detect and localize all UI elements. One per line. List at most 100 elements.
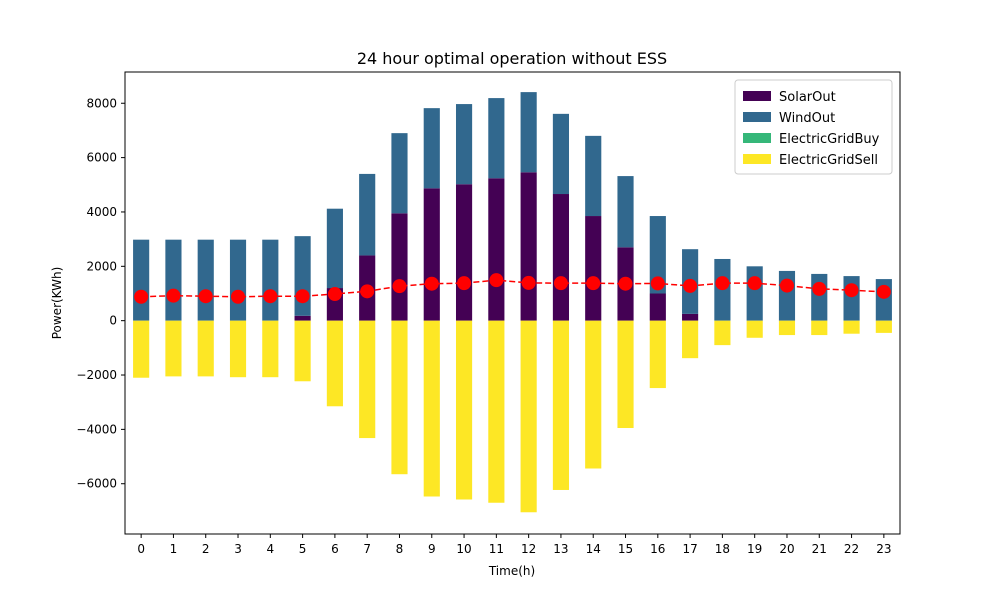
- bar-electricgridsell-19: [746, 320, 763, 338]
- bar-solarout-13: [552, 194, 570, 321]
- load-point-1: [166, 288, 181, 303]
- bar-solarout-14: [585, 216, 602, 321]
- load-point-19: [747, 276, 762, 291]
- bar-windout-4: [262, 239, 279, 321]
- load-point-21: [812, 281, 827, 296]
- bar-windout-20: [778, 270, 796, 321]
- legend-label-electricgridsell: ElectricGridSell: [779, 153, 878, 168]
- bar-electricgridsell-21: [811, 320, 828, 336]
- bar-solarout-5: [294, 315, 311, 321]
- bar-electricgridsell-13: [552, 320, 570, 490]
- bar-windout-21: [811, 273, 828, 321]
- bar-electricgridsell-3: [229, 320, 247, 378]
- x-tick-label: 19: [747, 542, 762, 556]
- load-point-13: [553, 276, 568, 291]
- load-point-16: [650, 276, 665, 291]
- x-tick-label: 18: [715, 542, 730, 556]
- bar-windout-7: [359, 173, 376, 256]
- load-line: [141, 279, 884, 298]
- load-point-2: [198, 289, 213, 304]
- y-tick-label: 2000: [86, 259, 117, 273]
- load-point-4: [263, 289, 278, 304]
- x-tick-label: 1: [170, 542, 178, 556]
- x-tick-label: 15: [618, 542, 633, 556]
- load-point-6: [327, 287, 342, 302]
- load-point-3: [231, 289, 246, 304]
- plot-frame: [124, 71, 901, 535]
- legend-box: [734, 79, 893, 175]
- legend-swatch-electricgridsell: [743, 154, 771, 164]
- y-tick-label: 8000: [86, 96, 117, 110]
- x-tick-label: 17: [682, 542, 697, 556]
- x-tick-label: 12: [521, 542, 536, 556]
- bar-solarout-11: [488, 178, 505, 321]
- bar-windout-10: [455, 104, 473, 185]
- bar-electricgridsell-7: [359, 320, 376, 439]
- load-point-17: [683, 278, 698, 293]
- legend: SolarOut WindOut ElectricGridBuy ElectricGr…: [734, 79, 893, 175]
- bar-windout-12: [520, 92, 537, 173]
- load-line-group: [134, 273, 891, 304]
- bar-windout-8: [391, 133, 408, 214]
- bar-electricgridsell-17: [682, 320, 699, 359]
- load-point-20: [779, 278, 794, 293]
- x-tick-label: 20: [779, 542, 794, 556]
- bar-electricgridsell-2: [197, 320, 214, 377]
- bar-electricgridsell-8: [391, 320, 408, 475]
- bar-windout-16: [649, 216, 666, 294]
- x-tick-label: 2: [202, 542, 210, 556]
- y-tick-label: 6000: [86, 151, 117, 165]
- x-tick-label: 0: [137, 542, 145, 556]
- load-point-12: [521, 275, 536, 290]
- chart-title: 24 hour optimal operation without ESS: [357, 49, 667, 68]
- bar-electricgridsell-22: [843, 320, 860, 334]
- bar-electricgridsell-14: [585, 320, 602, 469]
- bar-solarout-9: [423, 188, 440, 321]
- bar-solarout-12: [520, 172, 537, 321]
- bar-windout-15: [617, 176, 634, 248]
- x-tick-label: 23: [876, 542, 891, 556]
- x-tick-label: 6: [331, 542, 339, 556]
- x-tick-label: 14: [586, 542, 601, 556]
- x-tick-label: 8: [396, 542, 404, 556]
- y-tick-label: −6000: [76, 477, 117, 491]
- legend-swatch-electricgridbuy: [743, 133, 771, 143]
- bar-electricgridsell-4: [262, 320, 279, 378]
- load-point-10: [457, 276, 472, 291]
- load-point-0: [134, 289, 149, 304]
- load-point-9: [424, 276, 439, 291]
- x-tick-label: 22: [844, 542, 859, 556]
- bar-electricgridsell-9: [423, 320, 440, 497]
- x-axis: 0 1 2 3 4 5 6 7 8 9 10 11 12 13 14 15 16 17 18 19 20 21 22 23: [137, 534, 891, 556]
- y-axis-label: Power(KWh): [50, 267, 64, 340]
- load-point-23: [876, 284, 891, 299]
- bar-electricgridsell-0: [133, 320, 150, 378]
- bar-electricgridsell-5: [294, 320, 311, 382]
- load-point-15: [618, 276, 633, 291]
- x-tick-label: 7: [363, 542, 371, 556]
- bar-electricgridsell-18: [714, 320, 731, 346]
- bar-windout-2: [197, 239, 214, 321]
- x-tick-label: 21: [812, 542, 827, 556]
- bar-solarout-17: [682, 313, 699, 321]
- bar-electricgridsell-16: [649, 320, 666, 389]
- bar-windout-13: [552, 113, 570, 195]
- legend-label-windout: WindOut: [779, 111, 835, 126]
- load-point-11: [489, 273, 504, 288]
- bar-electricgridsell-11: [488, 320, 505, 503]
- y-tick-label: 0: [109, 314, 117, 328]
- legend-label-solarout: SolarOut: [779, 90, 836, 105]
- bar-windout-0: [133, 239, 150, 321]
- bar-windout-9: [423, 108, 440, 189]
- bar-solarout-10: [455, 184, 473, 321]
- x-tick-label: 13: [553, 542, 568, 556]
- bar-windout-1: [165, 239, 182, 321]
- load-point-7: [360, 284, 375, 299]
- y-tick-label: −2000: [76, 368, 117, 382]
- load-point-22: [844, 283, 859, 298]
- legend-label-electricgridbuy: ElectricGridBuy: [779, 132, 880, 147]
- load-point-14: [586, 276, 601, 291]
- bar-windout-11: [488, 98, 505, 179]
